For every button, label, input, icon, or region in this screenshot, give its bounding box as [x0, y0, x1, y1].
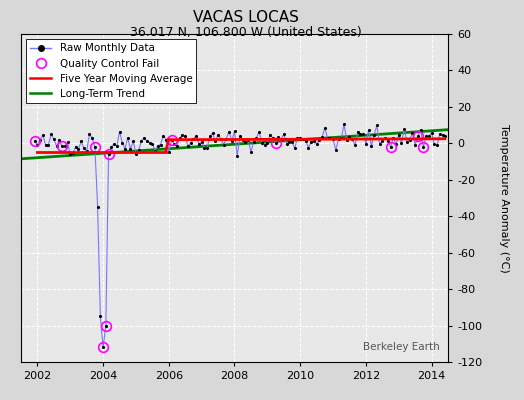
Text: VACAS LOCAS: VACAS LOCAS: [193, 10, 299, 25]
Y-axis label: Temperature Anomaly (°C): Temperature Anomaly (°C): [499, 124, 509, 272]
Legend: Raw Monthly Data, Quality Control Fail, Five Year Moving Average, Long-Term Tren: Raw Monthly Data, Quality Control Fail, …: [26, 39, 196, 103]
Text: Berkeley Earth: Berkeley Earth: [363, 342, 440, 352]
Text: 36.017 N, 106.800 W (United States): 36.017 N, 106.800 W (United States): [130, 26, 362, 39]
